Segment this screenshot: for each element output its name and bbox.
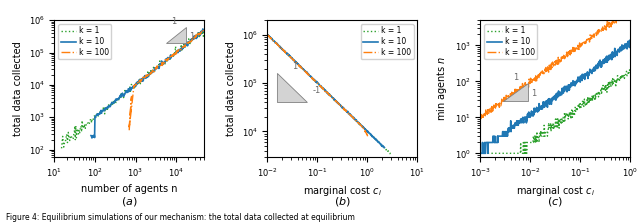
k=1 (168, 54, 175, 57)
Legend: k = 1, k = 10, k = 100: k = 1, k = 10, k = 100 (58, 24, 111, 59)
k=100 (127, 116, 134, 118)
X-axis label: number of agents n: number of agents n (81, 185, 178, 194)
k=100 (149, 70, 157, 73)
k=1 (200, 29, 208, 32)
k=1 (123, 90, 131, 93)
k=1 (147, 70, 154, 73)
Y-axis label: total data collected: total data collected (13, 41, 23, 136)
k=100 (125, 129, 133, 131)
k=1 (191, 37, 198, 40)
k=10 (88, 137, 96, 139)
k=10 (115, 97, 122, 100)
k=1 (58, 147, 65, 150)
k=1 (118, 92, 125, 94)
k=10 (200, 29, 208, 32)
Polygon shape (277, 73, 307, 102)
Line: k=100: k=100 (129, 30, 204, 130)
Line: k=1: k=1 (61, 30, 204, 148)
Y-axis label: min agents $n$: min agents $n$ (435, 56, 449, 121)
k=1 (192, 32, 200, 35)
k=10 (138, 80, 145, 83)
Legend: k = 1, k = 10, k = 100: k = 1, k = 10, k = 100 (360, 24, 413, 59)
k=10 (186, 40, 194, 43)
Polygon shape (503, 83, 528, 101)
k=10 (156, 63, 163, 66)
X-axis label: marginal cost $c_i$: marginal cost $c_i$ (303, 185, 382, 198)
Text: 1: 1 (292, 62, 298, 71)
Text: 1: 1 (513, 73, 518, 82)
Text: Figure 4: Equilibrium simulations of our mechanism: the total data collected at : Figure 4: Equilibrium simulations of our… (6, 213, 355, 222)
Text: -1: -1 (312, 86, 321, 95)
k=100 (198, 30, 205, 33)
k=10 (87, 134, 95, 137)
k=100 (200, 28, 208, 31)
Text: $(c)$: $(c)$ (547, 195, 563, 208)
Polygon shape (166, 27, 186, 43)
X-axis label: marginal cost $c_i$: marginal cost $c_i$ (516, 185, 595, 198)
k=10 (199, 28, 207, 30)
k=10 (196, 31, 204, 34)
k=10 (89, 135, 97, 137)
Text: $(a)$: $(a)$ (121, 195, 138, 208)
Y-axis label: total data collected: total data collected (226, 41, 236, 136)
Text: 1: 1 (172, 17, 177, 26)
k=100 (146, 73, 154, 75)
k=100 (179, 45, 187, 48)
Line: k=10: k=10 (91, 29, 204, 138)
Text: 1: 1 (189, 32, 195, 41)
Text: $(b)$: $(b)$ (334, 195, 351, 208)
k=100 (161, 61, 168, 64)
Text: 1: 1 (531, 89, 537, 98)
Legend: k = 1, k = 10, k = 100: k = 1, k = 10, k = 100 (484, 24, 537, 59)
